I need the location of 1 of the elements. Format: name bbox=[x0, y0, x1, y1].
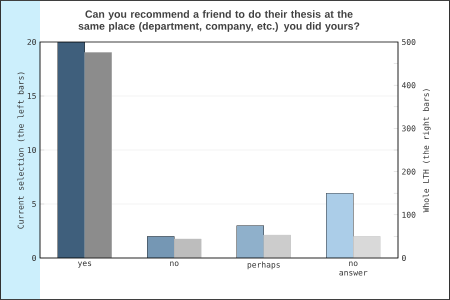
chart-title: Can you recommend a friend to do their thesis at the same place (department, company, etc.) you did yours? bbox=[78, 10, 360, 32]
